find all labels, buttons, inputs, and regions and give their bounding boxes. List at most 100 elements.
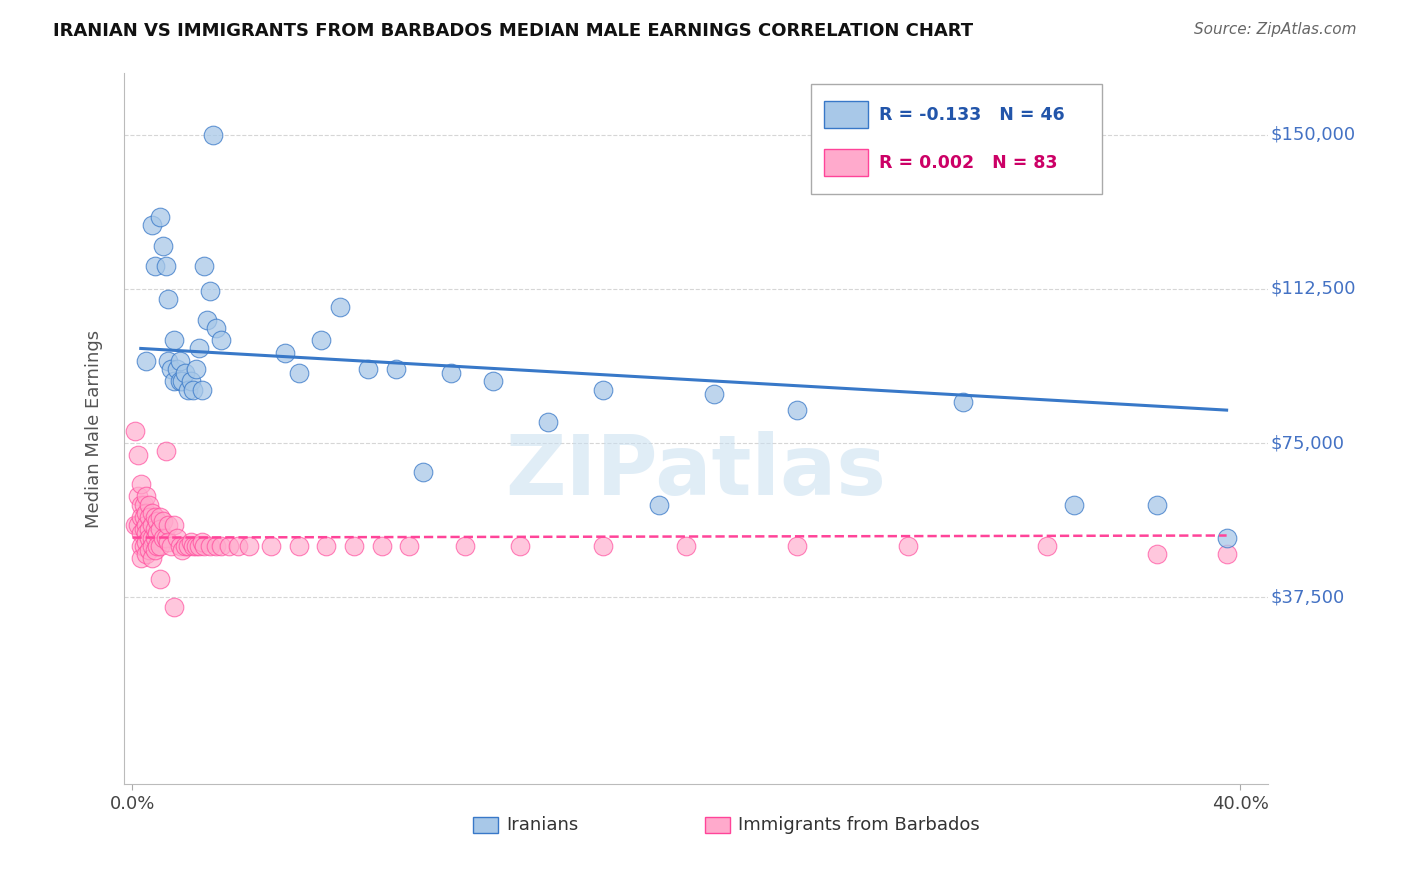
FancyBboxPatch shape (810, 84, 1102, 194)
Point (160, 362, 183, 376)
Point (155, 259, 177, 273)
Text: $37,500: $37,500 (1271, 588, 1344, 607)
Point (163, 333, 186, 347)
Point (149, 572, 172, 586)
Point (172, 375, 194, 389)
Point (163, 375, 186, 389)
Point (186, 362, 208, 376)
Point (124, 424, 146, 438)
Point (138, 542, 160, 557)
Point (187, 539, 209, 553)
Point (198, 284, 221, 298)
Point (143, 259, 166, 273)
Point (135, 518, 157, 533)
Point (204, 539, 226, 553)
Point (152, 531, 174, 545)
Bar (472, 817, 498, 832)
Text: $112,500: $112,500 (1271, 280, 1355, 298)
Point (1146, 498, 1168, 512)
Point (127, 448, 149, 462)
Point (454, 539, 477, 553)
Point (329, 301, 352, 315)
Point (155, 444, 177, 458)
Point (201, 128, 224, 142)
Text: R = -0.133   N = 46: R = -0.133 N = 46 (879, 106, 1064, 124)
Point (143, 531, 166, 545)
Point (135, 534, 157, 549)
Point (166, 362, 188, 376)
Point (149, 539, 172, 553)
Point (384, 362, 406, 376)
Point (786, 403, 808, 417)
Point (592, 383, 614, 397)
Point (198, 539, 221, 553)
Text: Iranians: Iranians (506, 816, 578, 834)
Point (648, 498, 671, 512)
Point (174, 366, 197, 380)
Point (190, 534, 212, 549)
Point (143, 510, 166, 524)
Point (309, 333, 332, 347)
Text: Source: ZipAtlas.com: Source: ZipAtlas.com (1194, 22, 1357, 37)
Point (169, 539, 191, 553)
Point (143, 542, 166, 557)
Point (537, 416, 560, 430)
Text: ZIPatlas: ZIPatlas (506, 431, 887, 512)
Point (226, 539, 249, 553)
Point (127, 490, 149, 504)
Point (1215, 547, 1237, 561)
Text: Immigrants from Barbados: Immigrants from Barbados (738, 816, 980, 834)
Point (398, 539, 420, 553)
Point (135, 506, 157, 520)
Point (183, 383, 205, 397)
Point (129, 477, 152, 491)
Point (190, 383, 212, 397)
Point (177, 383, 200, 397)
Point (143, 522, 166, 536)
Point (193, 539, 215, 553)
Point (132, 498, 155, 512)
Point (1215, 531, 1237, 545)
Point (152, 238, 174, 252)
Point (169, 353, 191, 368)
Point (155, 531, 177, 545)
Point (315, 539, 337, 553)
Point (440, 366, 463, 380)
Point (157, 292, 180, 306)
Point (141, 218, 163, 232)
Point (786, 539, 808, 553)
Point (180, 534, 202, 549)
Point (141, 506, 163, 520)
Point (1063, 498, 1085, 512)
Point (146, 514, 169, 528)
Point (187, 342, 209, 356)
Point (135, 547, 157, 561)
Point (186, 539, 208, 553)
Point (509, 539, 531, 553)
Bar (824, 102, 868, 128)
Point (138, 498, 160, 512)
Point (160, 539, 183, 553)
Point (129, 526, 152, 541)
Point (357, 362, 380, 376)
Text: $75,000: $75,000 (1271, 434, 1344, 452)
Point (157, 353, 180, 368)
Point (412, 465, 434, 479)
Point (209, 333, 232, 347)
Point (897, 539, 920, 553)
Point (287, 366, 309, 380)
Point (166, 531, 188, 545)
Point (481, 375, 503, 389)
Text: R = 0.002   N = 83: R = 0.002 N = 83 (879, 153, 1057, 171)
Point (238, 539, 260, 553)
Point (180, 375, 202, 389)
Point (129, 510, 152, 524)
Point (1035, 539, 1057, 553)
Point (138, 510, 160, 524)
Point (129, 551, 152, 566)
Point (343, 539, 366, 553)
Point (177, 539, 200, 553)
Point (138, 531, 160, 545)
Point (675, 539, 697, 553)
Point (129, 539, 152, 553)
